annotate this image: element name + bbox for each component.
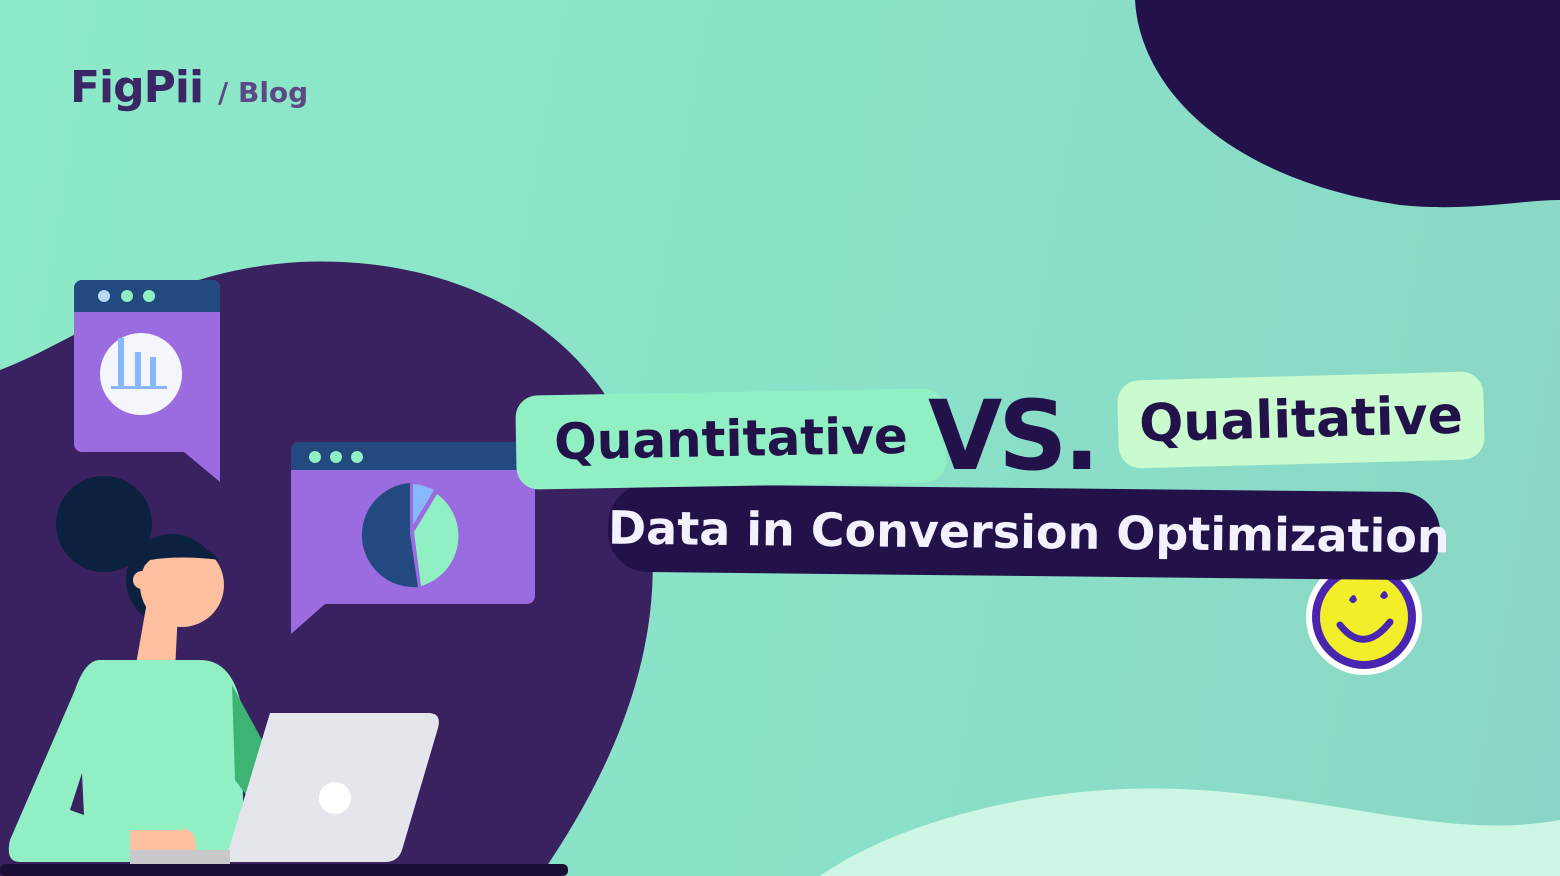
top-right-blob — [1135, 0, 1560, 208]
bar-chart-window — [74, 280, 220, 482]
bar-chart-icon — [111, 338, 167, 389]
breadcrumb-blog[interactable]: / Blog — [218, 76, 309, 109]
quantitative-label: Quantitative — [515, 388, 947, 490]
figpii-logo[interactable]: FigPii — [70, 62, 204, 113]
laptop-icon — [130, 713, 439, 864]
smiley-icon — [1306, 559, 1422, 675]
pie-chart-icon — [361, 483, 459, 588]
bottom-right-blob — [820, 788, 1560, 876]
subtitle-banner: Data in Conversion Optimization — [607, 483, 1450, 581]
pie-chart-window — [291, 442, 535, 634]
qualitative-label: Qualitative — [1116, 371, 1486, 469]
vs-label: VS. — [928, 380, 1100, 492]
desk — [0, 864, 568, 876]
